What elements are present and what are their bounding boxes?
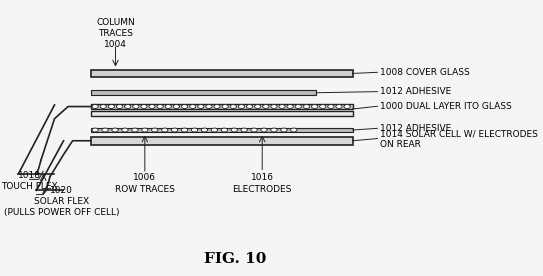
Circle shape: [279, 105, 285, 108]
Circle shape: [116, 105, 123, 108]
Circle shape: [141, 105, 147, 108]
Circle shape: [181, 105, 188, 108]
Circle shape: [247, 105, 252, 108]
Circle shape: [149, 105, 155, 108]
Circle shape: [100, 105, 106, 108]
Text: 1016
ELECTRODES: 1016 ELECTRODES: [232, 174, 292, 193]
Circle shape: [132, 105, 139, 108]
Circle shape: [291, 128, 297, 132]
Circle shape: [190, 105, 196, 108]
Bar: [91, 111, 352, 116]
Text: 1008 COVER GLASS: 1008 COVER GLASS: [380, 68, 469, 77]
Circle shape: [230, 105, 237, 108]
Circle shape: [172, 128, 178, 132]
Text: COLUMN
TRACES
1004: COLUMN TRACES 1004: [96, 17, 135, 49]
Circle shape: [295, 105, 301, 108]
Text: 1018
TOUCH FLEX: 1018 TOUCH FLEX: [2, 171, 58, 191]
Circle shape: [122, 128, 128, 132]
Text: 1020
SOLAR FLEX
(PULLS POWER OFF CELL): 1020 SOLAR FLEX (PULLS POWER OFF CELL): [4, 186, 119, 217]
Circle shape: [124, 105, 131, 108]
Circle shape: [304, 105, 310, 108]
Circle shape: [181, 128, 188, 132]
Circle shape: [108, 105, 115, 108]
Circle shape: [165, 105, 172, 108]
Circle shape: [132, 128, 138, 132]
Circle shape: [214, 105, 220, 108]
Circle shape: [92, 128, 98, 132]
Bar: [91, 128, 352, 132]
Text: 1006
ROW TRACES: 1006 ROW TRACES: [115, 174, 175, 193]
Circle shape: [102, 128, 108, 132]
Circle shape: [251, 128, 257, 132]
Circle shape: [344, 105, 350, 108]
Circle shape: [281, 128, 287, 132]
Bar: [91, 137, 352, 145]
Circle shape: [151, 128, 158, 132]
Circle shape: [142, 128, 148, 132]
Circle shape: [191, 128, 198, 132]
Circle shape: [206, 105, 212, 108]
Circle shape: [271, 105, 277, 108]
Circle shape: [238, 105, 244, 108]
Circle shape: [261, 128, 267, 132]
Text: 1012 ADHESIVE: 1012 ADHESIVE: [380, 124, 451, 133]
Circle shape: [319, 105, 326, 108]
Circle shape: [92, 105, 98, 108]
Circle shape: [255, 105, 261, 108]
Text: 1000 DUAL LAYER ITO GLASS: 1000 DUAL LAYER ITO GLASS: [380, 102, 512, 111]
Circle shape: [198, 105, 204, 108]
Circle shape: [231, 128, 237, 132]
Circle shape: [312, 105, 318, 108]
Circle shape: [112, 128, 118, 132]
Circle shape: [336, 105, 342, 108]
Bar: [91, 70, 352, 77]
Circle shape: [173, 105, 180, 108]
Circle shape: [241, 128, 247, 132]
Circle shape: [222, 105, 229, 108]
Circle shape: [157, 105, 163, 108]
Circle shape: [271, 128, 277, 132]
Circle shape: [161, 128, 168, 132]
Text: 1012 ADHESIVE: 1012 ADHESIVE: [380, 87, 451, 96]
Circle shape: [221, 128, 228, 132]
Text: 1014 SOLAR CELL W/ ELECTRODES
ON REAR: 1014 SOLAR CELL W/ ELECTRODES ON REAR: [380, 129, 538, 149]
Circle shape: [263, 105, 269, 108]
Bar: [91, 90, 317, 95]
Circle shape: [201, 128, 207, 132]
Bar: [91, 104, 352, 109]
Circle shape: [327, 105, 334, 108]
Text: FIG. 10: FIG. 10: [204, 253, 266, 266]
Circle shape: [287, 105, 293, 108]
Circle shape: [211, 128, 218, 132]
